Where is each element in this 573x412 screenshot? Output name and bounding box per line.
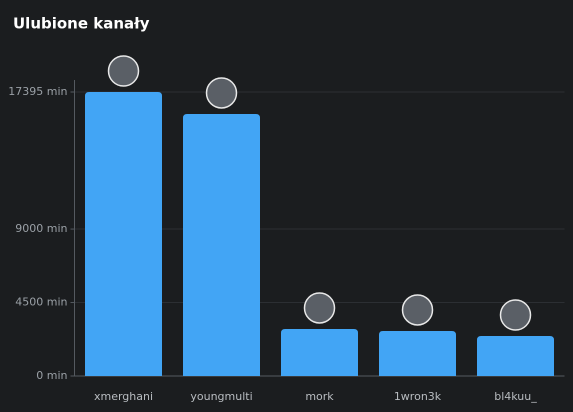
x-tick-label: bl4kuu_ xyxy=(494,390,537,403)
y-tick-label: 9000 min xyxy=(15,222,67,235)
avatar xyxy=(107,55,140,87)
bar xyxy=(379,330,456,376)
avatar xyxy=(303,292,336,324)
x-tick-label: mork xyxy=(305,390,334,403)
y-tick-label: 4500 min xyxy=(15,296,67,309)
bar xyxy=(183,113,260,377)
avatar xyxy=(499,299,532,331)
bar xyxy=(281,328,358,376)
x-tick-label: xmerghani xyxy=(94,390,153,403)
avatar xyxy=(401,294,434,326)
avatar xyxy=(205,77,238,109)
x-tick-label: youngmulti xyxy=(190,390,252,403)
y-tick-label: 17395 min xyxy=(8,85,67,98)
x-tick-label: 1wron3k xyxy=(394,390,442,403)
bar xyxy=(85,92,162,376)
y-tick-label: 0 min xyxy=(36,369,67,382)
bar xyxy=(477,336,554,376)
chart-title: Ulubione kanały xyxy=(13,15,150,33)
